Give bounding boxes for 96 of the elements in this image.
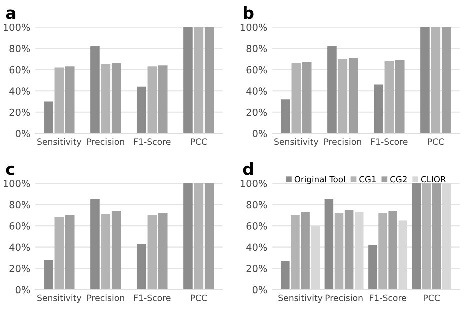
bar: [291, 215, 300, 290]
x-tick-label: F1-Score: [134, 138, 171, 146]
x-tick-label: PCC: [424, 294, 440, 302]
bar: [368, 245, 378, 290]
bar: [65, 66, 75, 134]
y-tick-label: 40%: [246, 244, 268, 252]
bar: [420, 27, 430, 134]
x-tick-label: PCC: [191, 138, 208, 146]
bar: [54, 68, 64, 134]
legend-label: CG1: [360, 176, 376, 183]
bar: [432, 184, 442, 290]
bar: [194, 27, 204, 134]
y-tick-label: 80%: [246, 201, 268, 209]
chart-title: a: [6, 10, 16, 20]
y-tick-label: 20%: [246, 108, 268, 116]
legend-label: Original Tool: [294, 176, 346, 184]
bar: [54, 218, 64, 290]
y-tick-label: 100%: [240, 24, 268, 32]
bar: [301, 212, 310, 290]
bar: [137, 244, 146, 290]
x-tick-label: Precision: [88, 294, 124, 302]
bar: [348, 58, 358, 134]
x-tick-label: Precision: [324, 138, 362, 146]
bar: [384, 61, 394, 134]
y-tick-label: 100%: [4, 180, 30, 188]
bar: [65, 215, 75, 290]
y-tick-label: 20%: [10, 265, 30, 272]
bar: [204, 184, 214, 290]
y-tick-label: 20%: [10, 108, 30, 116]
bar: [194, 184, 204, 290]
y-tick-label: 60%: [10, 66, 30, 74]
y-tick-label: 80%: [10, 201, 30, 209]
bar: [44, 260, 54, 290]
bar: [324, 199, 334, 290]
x-tick-label: Precision: [88, 138, 124, 146]
bar: [184, 184, 193, 290]
x-tick-label: PCC: [428, 138, 444, 146]
bar: [281, 261, 290, 290]
y-tick-label: 80%: [10, 45, 30, 52]
y-tick-label: 0%: [16, 286, 30, 294]
y-tick-label: 40%: [10, 244, 30, 252]
chart-title: d: [243, 162, 254, 176]
bar: [101, 214, 111, 290]
bar: [112, 64, 122, 134]
y-tick-label: 100%: [240, 180, 268, 188]
legend-label: CLIOR: [421, 176, 446, 183]
bar: [112, 211, 122, 290]
y-tick-label: 0%: [252, 130, 268, 138]
y-tick-label: 0%: [16, 130, 30, 138]
bar: [374, 84, 384, 134]
y-tick-label: 40%: [246, 88, 268, 95]
y-tick-label: 40%: [10, 88, 30, 95]
legend-label: CG2: [390, 176, 407, 183]
bar: [148, 66, 158, 134]
y-tick-label: 80%: [246, 45, 268, 52]
bar: [184, 27, 193, 134]
x-tick-label: F1-Score: [134, 294, 171, 302]
bar: [328, 46, 337, 134]
y-tick-label: 0%: [252, 286, 268, 294]
bar: [378, 213, 388, 290]
bar: [431, 27, 441, 134]
x-tick-label: F1-Score: [370, 294, 406, 302]
bar: [281, 100, 290, 134]
bar: [412, 184, 422, 290]
bar: [395, 60, 405, 134]
bar: [442, 27, 452, 134]
bar: [334, 213, 344, 290]
bar: [158, 66, 168, 134]
y-tick-label: 60%: [246, 222, 268, 230]
bar: [302, 62, 312, 134]
y-tick-label: 20%: [246, 265, 268, 272]
bar: [101, 64, 111, 134]
bar: [44, 102, 54, 134]
bar: [158, 213, 168, 290]
bar: [338, 59, 348, 134]
x-tick-label: Precision: [326, 294, 363, 302]
bar: [292, 64, 302, 134]
chart-title: b: [244, 6, 254, 20]
bar: [148, 215, 158, 290]
y-tick-label: 60%: [10, 222, 30, 230]
bar: [422, 184, 432, 290]
x-tick-label: Sensitivity: [278, 294, 323, 303]
bar: [204, 27, 214, 134]
bar: [137, 86, 146, 134]
bar: [388, 211, 398, 290]
x-tick-label: F1-Score: [371, 138, 408, 146]
x-tick-label: Sensitivity: [38, 138, 82, 147]
x-tick-label: Sensitivity: [274, 138, 319, 147]
bar: [90, 46, 100, 134]
bar: [90, 199, 100, 290]
bar: [344, 210, 354, 290]
y-tick-label: 100%: [4, 24, 30, 32]
x-tick-label: PCC: [191, 294, 208, 302]
chart-title: c: [6, 166, 14, 176]
x-tick-label: Sensitivity: [38, 294, 82, 303]
y-tick-label: 60%: [246, 66, 268, 74]
